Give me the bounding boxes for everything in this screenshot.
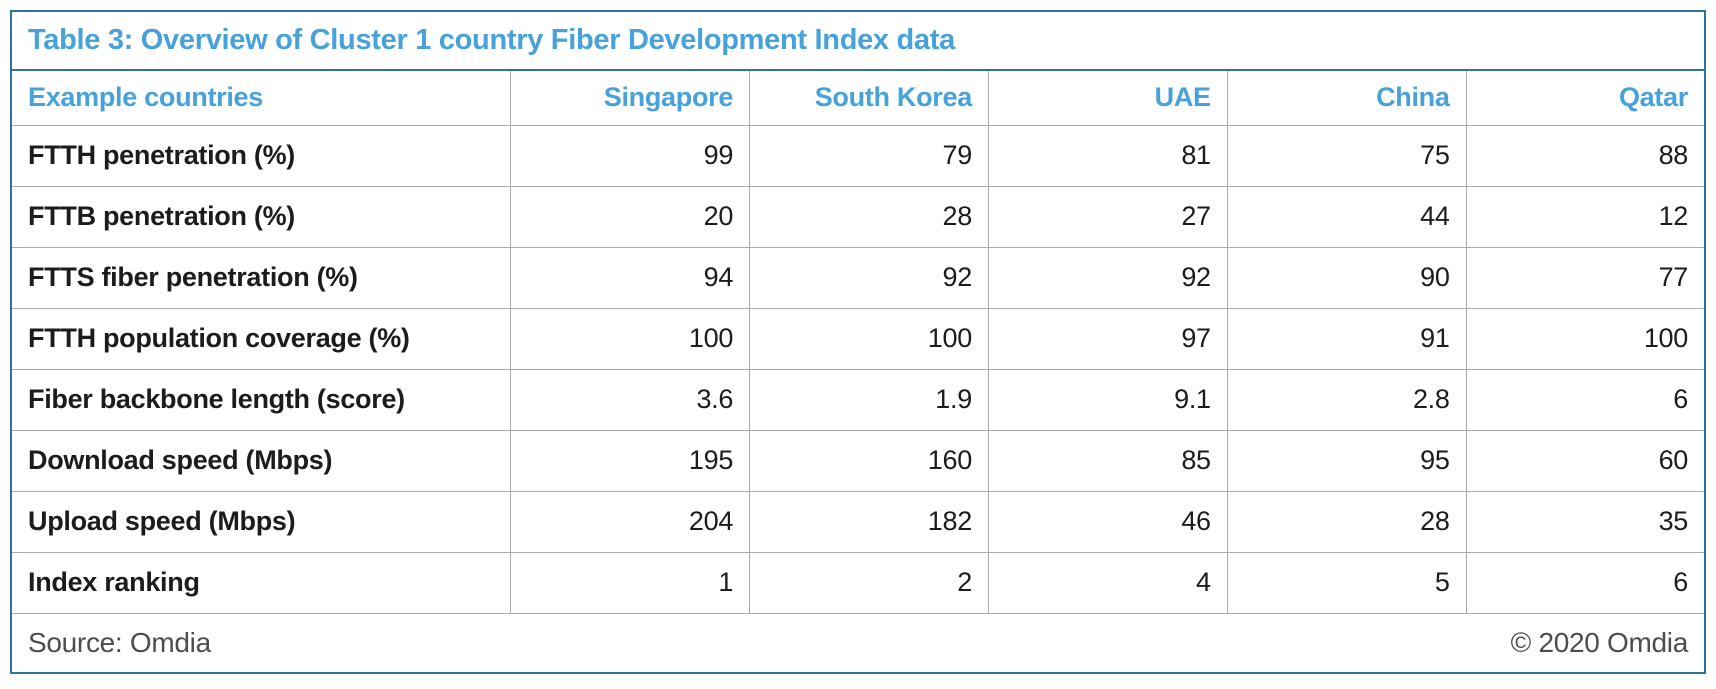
fiber-development-index-table: Table 3: Overview of Cluster 1 country F… (10, 10, 1706, 674)
cell-value: 1.9 (749, 368, 989, 431)
row-label: FTTH penetration (%) (10, 124, 512, 187)
column-header-qatar: Qatar (1465, 70, 1706, 126)
cell-value: 160 (749, 429, 989, 492)
cell-value: 75 (1226, 124, 1467, 187)
column-header-south-korea: South Korea (749, 70, 989, 126)
cell-value: 204 (510, 490, 751, 553)
cell-value: 85 (987, 429, 1228, 492)
cell-value: 77 (1465, 246, 1706, 309)
cell-value: 20 (510, 185, 751, 248)
row-label: FTTH population coverage (%) (10, 307, 512, 370)
cell-value: 92 (749, 246, 989, 309)
cell-value: 12 (1465, 185, 1706, 248)
cell-value: 92 (987, 246, 1228, 309)
cell-value: 28 (749, 185, 989, 248)
row-label: Download speed (Mbps) (10, 429, 512, 492)
cell-value: 97 (987, 307, 1228, 370)
row-label: FTTS fiber penetration (%) (10, 246, 512, 309)
cell-value: 2.8 (1226, 368, 1467, 431)
cell-value: 81 (987, 124, 1228, 187)
table-row-upload-speed: Upload speed (Mbps) 204 182 46 28 35 (10, 490, 1706, 553)
row-label: FTTB penetration (%) (10, 185, 512, 248)
cell-value: 95 (1226, 429, 1467, 492)
table-header-row: Example countries Singapore South Korea … (10, 70, 1706, 126)
row-label: Upload speed (Mbps) (10, 490, 512, 553)
cell-value: 79 (749, 124, 989, 187)
row-label: Index ranking (10, 551, 512, 614)
cell-value: 3.6 (510, 368, 751, 431)
cell-value: 100 (510, 307, 751, 370)
cell-value: 195 (510, 429, 751, 492)
column-header-singapore: Singapore (510, 70, 751, 126)
cell-value: 94 (510, 246, 751, 309)
cell-value: 60 (1465, 429, 1706, 492)
cell-value: 5 (1226, 551, 1467, 614)
table-row-fiber-backbone-length: Fiber backbone length (score) 3.6 1.9 9.… (10, 368, 1706, 431)
source-note: Source: Omdia (28, 626, 211, 658)
cell-value: 9.1 (987, 368, 1228, 431)
cell-value: 4 (987, 551, 1228, 614)
cell-value: 91 (1226, 307, 1467, 370)
cell-value: 6 (1465, 368, 1706, 431)
table-row-fttb-penetration: FTTB penetration (%) 20 28 27 44 12 (10, 185, 1706, 248)
table-row-index-ranking: Index ranking 1 2 4 5 6 (10, 551, 1706, 614)
table-footer-row: Source: Omdia © 2020 Omdia (11, 612, 1705, 673)
table-row-download-speed: Download speed (Mbps) 195 160 85 95 60 (10, 429, 1706, 492)
row-label: Fiber backbone length (score) (10, 368, 512, 431)
cell-value: 100 (1465, 307, 1706, 370)
cell-value: 182 (749, 490, 989, 553)
table-row-ftth-penetration: FTTH penetration (%) 99 79 81 75 88 (10, 124, 1706, 187)
table-title-row: Table 3: Overview of Cluster 1 country F… (11, 11, 1705, 71)
cell-value: 99 (510, 124, 751, 187)
footer: Source: Omdia © 2020 Omdia (28, 627, 1688, 659)
cell-value: 6 (1465, 551, 1706, 614)
cell-value: 35 (1465, 490, 1706, 553)
column-header-example-countries: Example countries (10, 70, 512, 126)
cell-value: 46 (987, 490, 1228, 553)
copyright-note: © 2020 Omdia (1510, 626, 1689, 658)
cell-value: 28 (1226, 490, 1467, 553)
cell-value: 88 (1465, 124, 1706, 187)
cell-value: 100 (749, 307, 989, 370)
column-header-uae: UAE (987, 70, 1228, 126)
cell-value: 90 (1226, 246, 1467, 309)
cell-value: 1 (510, 551, 751, 614)
table-title: Table 3: Overview of Cluster 1 country F… (11, 11, 1705, 71)
cell-value: 44 (1226, 185, 1467, 248)
cell-value: 2 (749, 551, 989, 614)
column-header-china: China (1226, 70, 1467, 126)
table-row-ftth-population-coverage: FTTH population coverage (%) 100 100 97 … (10, 307, 1706, 370)
cell-value: 27 (987, 185, 1228, 248)
table-row-ftts-fiber-penetration: FTTS fiber penetration (%) 94 92 92 90 7… (10, 246, 1706, 309)
